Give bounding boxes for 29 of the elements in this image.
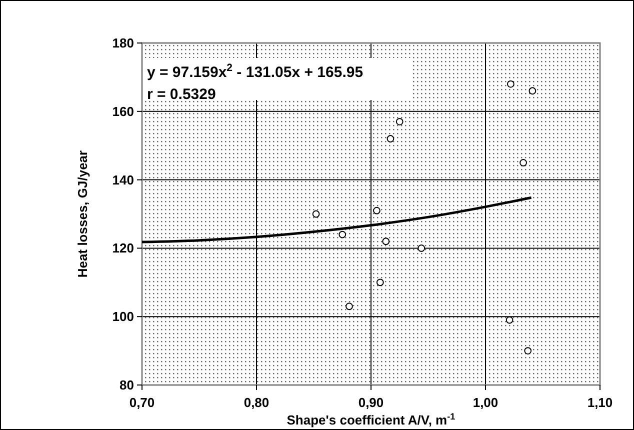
x-tick-label: 1,00: [472, 395, 498, 410]
point: [338, 230, 346, 238]
point: [528, 87, 536, 95]
x-tick-label: 0,70: [129, 395, 155, 410]
annotation: r = 0.5329: [147, 86, 216, 103]
point: [396, 118, 404, 126]
point: [506, 316, 514, 324]
y-tick-label: 80: [120, 378, 134, 392]
point: [506, 80, 514, 88]
y-tick-label: 160: [112, 104, 134, 119]
point: [520, 159, 527, 166]
annotation: y = 97.159x$^{2}$ - 131.05x + 165.95: [147, 62, 364, 81]
point: [373, 206, 380, 214]
point: [382, 238, 390, 246]
point: [524, 347, 532, 354]
y-axis-title: Heat losses, GJ/year: [75, 150, 90, 278]
point: [312, 210, 320, 218]
point: [386, 135, 394, 142]
y-tick-label: 100: [112, 309, 134, 324]
y-tick-label: 120: [112, 240, 134, 256]
x-tick-label: 0,80: [244, 395, 270, 410]
point: [346, 302, 353, 310]
x-tick-label: 0,90: [358, 395, 384, 410]
point: [376, 278, 384, 286]
x-tick-label: 1,10: [587, 395, 613, 410]
y-tick-label: 140: [112, 172, 134, 188]
x-axis-title: Shape's coefficient A/V, m$^{-1}$: [286, 412, 456, 428]
point: [418, 244, 426, 252]
y-tick-label: 180: [112, 36, 134, 50]
